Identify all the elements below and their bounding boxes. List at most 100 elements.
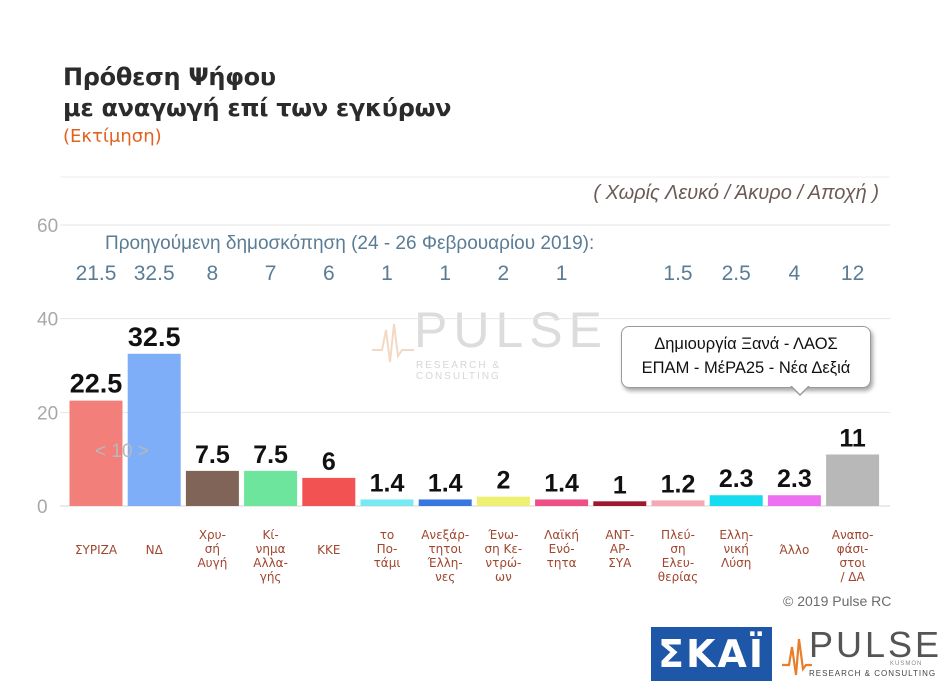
chart-subtitle: (Εκτίμηση) (63, 126, 162, 147)
bar-value-label: 1.2 (661, 470, 696, 498)
exclusion-note: ( Χωρίς Λευκό / Άκυρο / Αποχή ) (593, 182, 879, 204)
previous-value-label: 1.5 (663, 262, 692, 285)
category-label: Ελλη-νική Λύση (719, 528, 753, 570)
previous-value-label: 1 (556, 262, 568, 285)
others-callout: Δημιουργία Ξανά - ΛΑΟΣ ΕΠΑΜ - ΜέΡΑ25 - Ν… (621, 326, 871, 388)
pulse-logo-wave-icon (782, 638, 812, 676)
watermark-text: PULSE (414, 302, 608, 358)
category-label: Άλλο (779, 543, 809, 557)
bar (593, 501, 647, 506)
category-label-line: Κί- (262, 528, 278, 542)
previous-value-label: 2 (498, 262, 510, 285)
category-label-line: τάμι (374, 556, 401, 570)
category-label: ΚΚΕ (317, 543, 340, 557)
bar (127, 353, 181, 506)
bar-value-label: 32.5 (128, 322, 181, 352)
category-label-line: Πο- (377, 542, 398, 556)
callout-tail-fill (791, 385, 809, 394)
bar (244, 470, 298, 506)
page-indicator[interactable]: < 10 > (95, 441, 149, 462)
category-label-line: Άλλο (779, 543, 809, 557)
category-label-line: ΚΚΕ (317, 543, 340, 557)
bar-value-label: 1.4 (370, 469, 405, 497)
previous-poll-caption: Προηγούμενη δημοσκόπηση (24 - 26 Φεβρουα… (105, 233, 595, 254)
previous-value-label: 1 (381, 262, 393, 285)
previous-value-label: 1 (439, 262, 451, 285)
category-label-line: Αναπο- (832, 528, 874, 542)
previous-value-label: 21.5 (76, 262, 117, 285)
category-label: Ανεξάρ-τητοι Έλλη-νες (421, 528, 469, 584)
category-label-line: Ανεξάρ- (421, 528, 469, 542)
bar (185, 470, 239, 506)
category-label-line: Ελευ- (662, 556, 694, 570)
skai-logo: ΣΚΑΪ (651, 627, 772, 681)
pulse-wave-icon (372, 323, 414, 363)
category-label-line: ΑΡ- (610, 542, 630, 556)
bar-value-label: 11 (839, 424, 866, 452)
previous-value-label: 6 (323, 262, 335, 285)
bar-value-label: 1.4 (428, 469, 463, 497)
y-tick-label: 20 (37, 403, 58, 424)
category-label-line: Ενό- (549, 542, 575, 556)
bar-value-label: 7.5 (195, 441, 230, 469)
bar (826, 454, 880, 506)
category-label: Χρυ-σή Αυγή (197, 528, 227, 570)
pulse-watermark: PULSE RESEARCH & CONSULTING (372, 302, 602, 382)
bar (360, 499, 414, 506)
previous-value-label: 7 (265, 262, 277, 285)
bar (302, 477, 356, 506)
category-label-line: Αυγή (197, 556, 227, 570)
copyright-text: © 2019 Pulse RC (783, 593, 892, 609)
bar (651, 500, 705, 506)
y-tick-label: 60 (37, 216, 58, 237)
previous-value-label: 32.5 (134, 262, 175, 285)
category-label-line: νημα (256, 542, 286, 556)
category-label-line: νική (723, 542, 748, 556)
y-tick-label: 40 (37, 310, 58, 331)
previous-value-label: 12 (841, 262, 864, 285)
category-label-line: Πλεύ- (661, 528, 695, 542)
category-label-line: Λύση (721, 556, 751, 570)
category-label-line: το (380, 528, 395, 542)
chart-title-line-1: Πρόθεση Ψήφου (63, 63, 276, 91)
callout-line-2: ΕΠΑΜ - ΜέΡΑ25 - Νέα Δεξιά (641, 359, 851, 377)
category-label: το Πο-τάμι (374, 528, 401, 570)
category-label-line: ση Κε- (485, 542, 523, 556)
category-label-line: ΑΝΤ- (605, 528, 634, 542)
pulse-logo: PULSE KUSMON RESEARCH & CONSULTING (782, 625, 939, 683)
category-label-line: Ένω- (487, 528, 518, 542)
category-label-line: ΝΔ (146, 543, 164, 557)
previous-value-label: 2.5 (722, 262, 751, 285)
y-tick-label: 0 (37, 497, 48, 518)
bar-value-label: 1 (613, 471, 627, 499)
callout-line-1: Δημιουργία Ξανά - ΛΑΟΣ (654, 335, 838, 353)
pulse-logo-text: PULSE (809, 624, 939, 665)
bar (418, 499, 472, 506)
category-label: Λαϊκή Ενό-τητα (544, 528, 579, 570)
category-label: Πλεύ-ση Ελευ-θερίας (658, 528, 698, 584)
previous-value-label: 8 (207, 262, 219, 285)
category-label-line: Αλλα- (253, 556, 288, 570)
category-label: Αναπο-φάσι-στοι / ΔΑ (832, 528, 874, 584)
pulse-logo-brand: KUSMON (890, 661, 923, 667)
category-label-line: γής (260, 570, 282, 584)
category-label-line: φάσι- (837, 542, 869, 556)
category-label-line: ντρώ- (485, 556, 521, 570)
category-label-line: τητα (547, 556, 577, 570)
category-label-line: τητοι (428, 542, 461, 556)
bar-value-label: 2.3 (777, 465, 812, 493)
bar-value-label: 22.5 (70, 369, 123, 399)
bar (69, 400, 123, 506)
category-label-line: / ΔΑ (840, 570, 865, 584)
category-label-line: στοι (839, 556, 865, 570)
bar-value-label: 1.4 (544, 469, 579, 497)
category-label-line: Λαϊκή (544, 528, 579, 542)
category-label-line: Χρυ- (199, 528, 226, 542)
bar-value-label: 6 (322, 448, 336, 476)
bar (709, 495, 763, 506)
category-label: ΣΥΡΙΖΑ (75, 543, 118, 557)
category-label-line: ΣΥΡΙΖΑ (75, 543, 118, 557)
bar-value-label: 2.3 (719, 465, 754, 493)
title-block: Πρόθεση Ψήφου με αναγωγή επί των εγκύρων… (63, 62, 451, 150)
